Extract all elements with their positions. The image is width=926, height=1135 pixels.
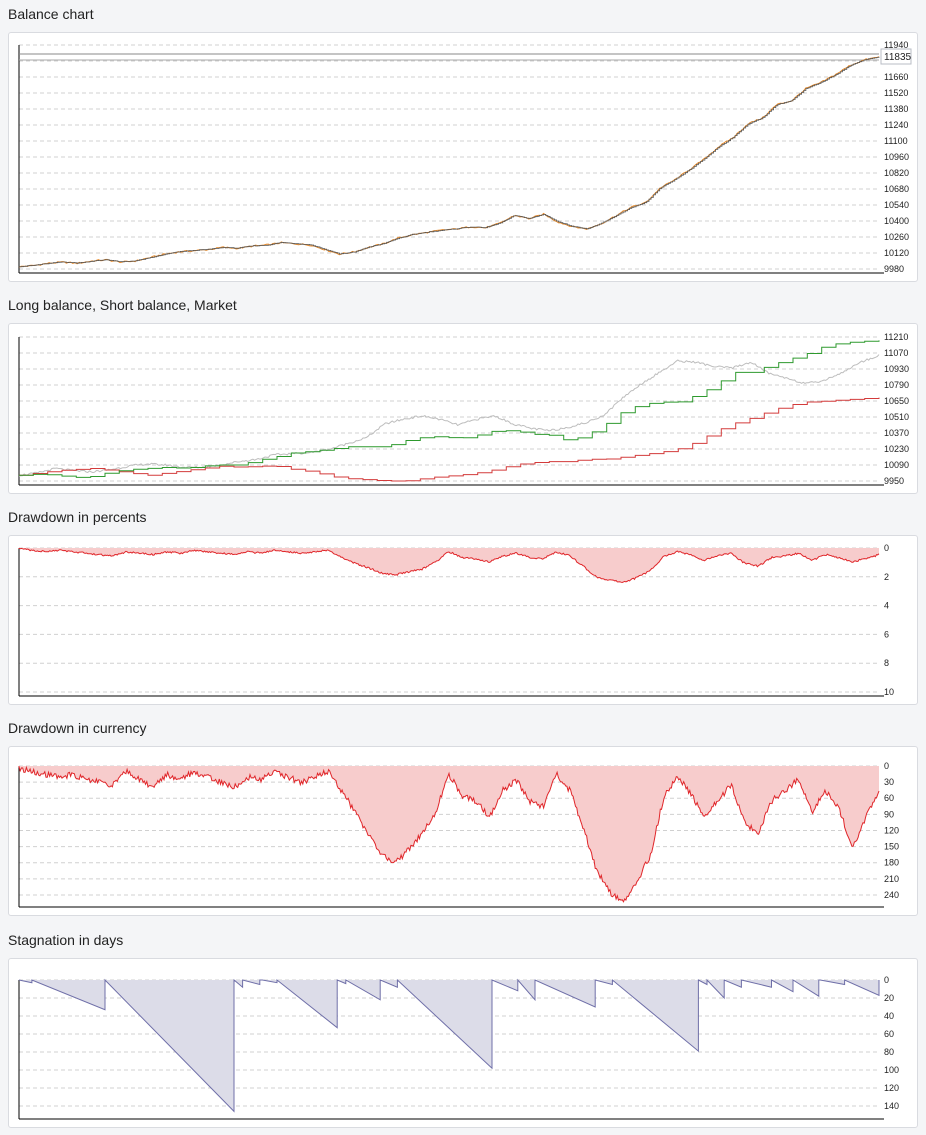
drawdown-percents-panel: 0 2 4 6 8 10 [8, 535, 918, 705]
stagnation-days-chart: 0 20 40 60 80 100 120 140 [18, 975, 899, 1120]
y-tick-label: 11240 [884, 120, 908, 130]
stagnation-line [18, 978, 880, 1113]
y-tick-label: 10820 [884, 168, 909, 178]
y-tick-label: 10540 [884, 200, 909, 210]
y-tick-label: 10680 [884, 184, 909, 194]
stagnation-days-panel: 0 20 40 60 80 100 120 140 [8, 958, 918, 1128]
y-tick-label: 10370 [884, 428, 909, 438]
y-tick-label: 4 [884, 601, 889, 611]
long-short-market-chart: 11210 11070 10930 10790 10650 10510 10370 10230… [18, 332, 909, 486]
y-tick-label: 120 [884, 1083, 899, 1093]
y-tick-label: 60 [884, 793, 894, 803]
y-tick-label: 10 [884, 687, 894, 697]
y-tick-label: 11520 [884, 88, 908, 98]
y-tick-label: 60 [884, 1029, 894, 1039]
y-tick-label: 2 [884, 572, 889, 582]
balance-chart-panel: 1194011800116601152011380112401110010960… [8, 32, 918, 282]
y-tick-label: 140 [884, 1101, 899, 1111]
y-tick-label: 11940 [884, 40, 908, 50]
y-tick-label: 100 [884, 1065, 899, 1075]
balance-chart-title: Balance chart [8, 6, 94, 22]
y-tick-label: 120 [884, 825, 899, 835]
y-tick-label: 10930 [884, 364, 909, 374]
y-tick-label: 150 [884, 842, 899, 852]
y-tick-label: 11660 [884, 72, 908, 82]
drawdown-percents-title: Drawdown in percents [8, 509, 147, 525]
y-tick-label: 10230 [884, 444, 909, 454]
short-line [19, 397, 880, 482]
y-tick-label: 10260 [884, 232, 909, 242]
drawdown-currency-panel: 0 30 60 90 120 150 180 210 240 [8, 746, 918, 916]
y-tick-label: 90 [884, 809, 894, 819]
y-tick-label: 10960 [884, 152, 909, 162]
y-tick-label: 0 [884, 543, 889, 553]
y-tick-label: 180 [884, 858, 899, 868]
current-value-badge [880, 48, 912, 65]
long-short-market-title: Long balance, Short balance, Market [8, 297, 237, 313]
drawdown-currency-title: Drawdown in currency [8, 720, 147, 736]
balance-line [18, 56, 880, 268]
long-short-market-panel: 11210 11070 10930 10790 10650 10510 10370 10230… [8, 323, 918, 494]
y-tick-label: 20 [884, 993, 894, 1003]
y-tick-label: 40 [884, 1011, 894, 1021]
long-line [19, 340, 880, 478]
y-tick-label: 80 [884, 1047, 894, 1057]
equity-line [19, 56, 880, 268]
y-tick-label: 6 [884, 629, 889, 639]
y-tick-label: 30 [884, 777, 894, 787]
y-tick-label: 9980 [884, 264, 904, 274]
balance-chart: 1194011800116601152011380112401110010960… [18, 40, 912, 274]
y-tick-label: 9950 [884, 476, 904, 486]
stagnation-area [19, 980, 879, 1112]
drawdown-currency-chart: 0 30 60 90 120 150 180 210 240 [18, 761, 899, 908]
y-tick-label: 10650 [884, 396, 909, 406]
y-tick-label: 0 [884, 761, 889, 771]
drawdown-area [19, 766, 879, 902]
y-tick-label: 10400 [884, 216, 909, 226]
y-tick-label: 10510 [884, 412, 909, 422]
drawdown-percents-chart: 0 2 4 6 8 10 [18, 543, 894, 697]
y-tick-label: 240 [884, 890, 899, 900]
y-tick-label: 10790 [884, 380, 909, 390]
current-value-label: 11835 [884, 52, 912, 63]
y-tick-label: 10120 [884, 248, 909, 258]
stagnation-days-title: Stagnation in days [8, 932, 124, 948]
drawdown-area [19, 548, 879, 583]
y-tick-label: 8 [884, 658, 889, 668]
y-tick-label: 0 [884, 975, 889, 985]
y-tick-label: 10090 [884, 460, 909, 470]
y-tick-label: 11380 [884, 104, 908, 114]
drawdown-line [18, 765, 880, 903]
y-tick-label: 11210 [884, 332, 908, 342]
market-line [18, 354, 880, 477]
y-tick-label: 11100 [884, 136, 908, 146]
drawdown-line [18, 547, 880, 584]
y-tick-label: 11070 [884, 348, 908, 358]
y-tick-label: 210 [884, 874, 899, 884]
